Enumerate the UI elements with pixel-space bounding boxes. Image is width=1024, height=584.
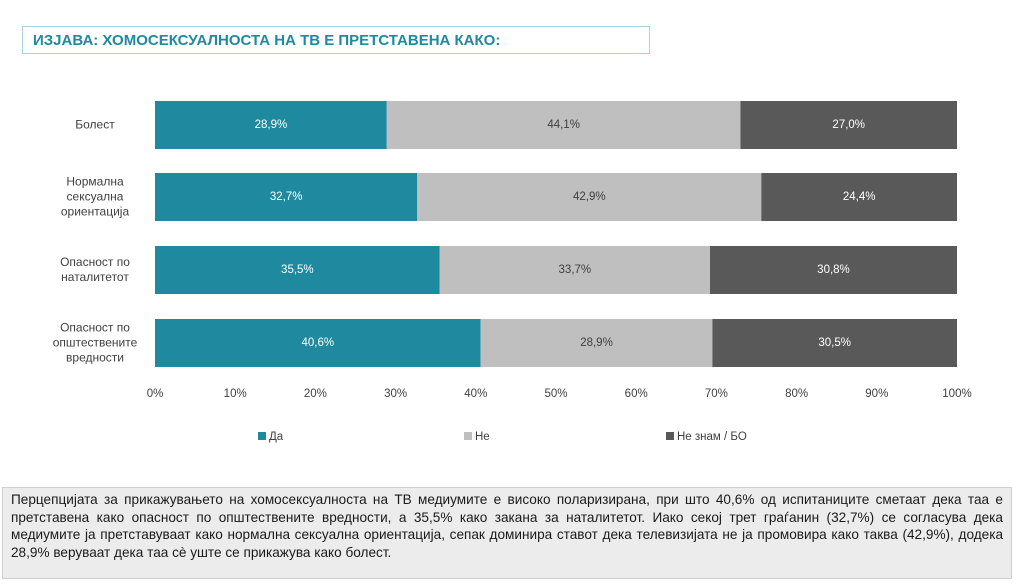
bar-segment (155, 101, 387, 149)
legend-label: Не (475, 431, 490, 443)
x-tick-label: 20% (304, 388, 327, 400)
bar-segment (155, 246, 440, 294)
bar-segment (155, 173, 418, 221)
x-tick-label: 10% (224, 388, 247, 400)
bar-segment (740, 101, 957, 149)
x-tick-label: 100% (942, 388, 971, 400)
bar-segment (439, 246, 710, 294)
value-label: 40,6% (302, 337, 335, 349)
category-label: Опасност по наталитетот (60, 255, 130, 284)
bar-segment (386, 101, 741, 149)
value-label: 44,1% (547, 119, 580, 131)
x-tick-label: 40% (464, 388, 487, 400)
value-label: 30,5% (818, 337, 851, 349)
legend-label: Да (269, 431, 284, 443)
bar-segment (417, 173, 762, 221)
x-tick-label: 80% (785, 388, 808, 400)
x-tick-label: 30% (384, 388, 407, 400)
legend-label: Не знам / БО (677, 431, 747, 443)
bar-segment (761, 173, 957, 221)
value-label: 27,0% (832, 119, 865, 131)
value-label: 30,8% (817, 264, 850, 276)
chart-title: ИЗЈАВА: ХОМОСЕКСУАЛНОСТА НА ТВ Е ПРЕТСТА… (22, 26, 650, 54)
value-label: 42,9% (573, 191, 606, 203)
bar-segment (155, 319, 481, 367)
bar-segment (709, 246, 957, 294)
x-tick-label: 50% (544, 388, 567, 400)
summary-text: Перцепцијата за прикажувањето на хомосек… (2, 487, 1012, 579)
value-label: 24,4% (843, 191, 876, 203)
bar-segment (712, 319, 957, 367)
value-label: 32,7% (270, 191, 303, 203)
value-label: 28,9% (255, 119, 288, 131)
x-tick-label: 60% (625, 388, 648, 400)
category-label: Нормална сексуална ориентација (60, 174, 130, 219)
legend-swatch (464, 432, 472, 440)
x-tick-label: 0% (147, 388, 164, 400)
value-label: 28,9% (580, 337, 613, 349)
category-label: Болест (75, 117, 115, 132)
legend-swatch (258, 432, 266, 440)
legend-swatch (666, 432, 674, 440)
value-label: 35,5% (281, 264, 314, 276)
category-label: Опасност по општествените вредности (52, 320, 138, 365)
value-label: 33,7% (559, 264, 592, 276)
x-tick-label: 70% (705, 388, 728, 400)
bar-segment (480, 319, 713, 367)
x-tick-label: 90% (865, 388, 888, 400)
